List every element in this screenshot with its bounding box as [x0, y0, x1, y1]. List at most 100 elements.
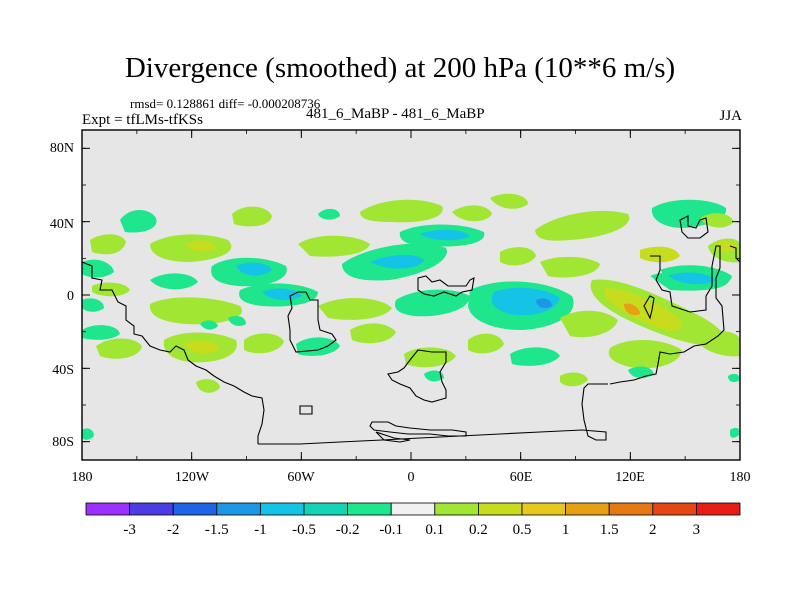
minor-tick-marks: [81, 130, 741, 460]
contour-blob: [560, 310, 618, 338]
coastline-asia: [609, 245, 725, 385]
contour-blob: [186, 240, 216, 252]
lon-label-60E: 60E: [510, 470, 533, 485]
lat-label-80N: 80N: [50, 141, 74, 156]
colorbar-label: -0.5: [292, 522, 316, 538]
colorbar-swatch: [216, 502, 261, 516]
contour-blob: [350, 323, 396, 344]
contour-blob: [510, 347, 560, 366]
colorbar-label: -0.1: [379, 522, 403, 538]
contour-blob: [640, 246, 680, 263]
contour-blob: [196, 379, 220, 393]
colorbar-label: 0.5: [513, 522, 532, 538]
colorbar-label: 0.1: [425, 522, 444, 538]
contour-blob: [120, 210, 157, 233]
contour-blob: [82, 428, 94, 440]
colorbar-swatch: [477, 502, 523, 516]
coastline-asia-east: [729, 245, 740, 263]
contour-blob: [540, 256, 600, 278]
coastlines: [82, 215, 740, 445]
coastline-americas-north: [82, 261, 215, 377]
lat-label-80S: 80S: [52, 435, 74, 450]
contour-blob: [424, 370, 444, 382]
contour-blob: [560, 372, 588, 387]
contour-blob: [700, 331, 740, 357]
contour-blob: [536, 298, 552, 308]
colorbar-swatch: [85, 502, 130, 516]
colorbar-label: -1: [254, 522, 267, 538]
contour-blob: [491, 287, 560, 316]
contour-blob: [370, 254, 424, 269]
contour-blob: [82, 298, 104, 312]
contour-blob: [150, 273, 198, 290]
colorbar-swatch: [303, 502, 348, 516]
contour-blob: [149, 297, 242, 325]
contour-blob: [468, 333, 504, 354]
contour-blob: [535, 210, 630, 241]
lat-label-EQ: 0: [67, 289, 74, 304]
colorbar-label: 0.2: [469, 522, 488, 538]
contour-blob: [500, 247, 536, 266]
coastline-islands: [299, 405, 313, 415]
colorbar-swatch: [608, 502, 654, 516]
contour-blob: [360, 199, 443, 223]
plot-title: Divergence (smoothed) at 200 hPa (10**6 …: [124, 52, 676, 84]
colorbar-swatch: [696, 502, 741, 516]
contour-fills: [82, 193, 740, 440]
colorbar-swatch: [172, 502, 218, 516]
colorbar-label: 1: [562, 522, 570, 538]
contour-blob: [298, 235, 370, 257]
contour-blob: [232, 206, 272, 227]
contour-blob: [92, 282, 130, 297]
coastline-africa-south: [387, 349, 447, 403]
lat-label-40S: 40S: [52, 363, 74, 378]
coastline-africa: [417, 275, 475, 297]
contour-blob: [236, 262, 272, 276]
colorbar-swatch: [521, 502, 566, 516]
lon-label-120E: 120E: [615, 470, 645, 485]
colorbar-label: -1.5: [205, 522, 229, 538]
colorbar-label: -3: [123, 522, 136, 538]
contour-blob: [262, 288, 302, 301]
colorbar-swatch: [390, 502, 436, 516]
contour-blob: [668, 272, 716, 285]
coastline-australia: [643, 295, 655, 320]
contour-blob: [184, 340, 220, 354]
coastline-asia-north: [679, 215, 709, 239]
contour-blob: [318, 297, 392, 320]
contour-blob: [700, 213, 734, 228]
contour-blob: [728, 373, 740, 383]
coastline-antarctic-islands: [369, 421, 467, 437]
colorbar-label: 2: [649, 522, 657, 538]
rmsd-diff-stats: rmsd= 0.128861 diff= -0.000208736: [130, 96, 321, 111]
colorbar-label: 3: [693, 522, 701, 538]
season-label: JJA: [719, 108, 742, 124]
run-comparison-label: 481_6_MaBP - 481_6_MaBP: [306, 106, 485, 122]
coastline-antarctic-islands: [375, 431, 411, 443]
colorbar-swatch: [434, 502, 479, 516]
lon-label-0: 0: [408, 470, 415, 485]
coastline-antarctica: [258, 383, 608, 445]
coastline-americas-south: [213, 375, 265, 444]
contour-blob: [200, 320, 218, 330]
contour-blob: [608, 339, 682, 369]
colorbar: [85, 502, 741, 516]
contour-blob: [244, 333, 284, 354]
experiment-label: Expt = tfLMs-tfKSs: [82, 112, 203, 128]
contour-blob: [490, 193, 528, 209]
colorbar-labels: -3 -2 -1.5 -1 -0.5 -0.2 -0.1 0.1 0.2 0.5 1 1.5 2 3: [123, 522, 700, 538]
colorbar-label: -2: [167, 522, 180, 538]
contour-blob: [96, 338, 142, 359]
contour-blob: [452, 205, 492, 222]
colorbar-label: 1.5: [600, 522, 619, 538]
colorbar-swatch: [347, 502, 392, 516]
lon-label-180W: 180: [72, 470, 93, 485]
lon-label-60W: 60W: [287, 470, 315, 485]
colorbar-swatch: [565, 502, 610, 516]
colorbar-swatch: [652, 502, 697, 516]
contour-blob: [624, 303, 640, 316]
coastline-south-america: [287, 291, 337, 353]
contour-blob: [82, 259, 114, 278]
lat-label-40N: 40N: [50, 217, 74, 232]
